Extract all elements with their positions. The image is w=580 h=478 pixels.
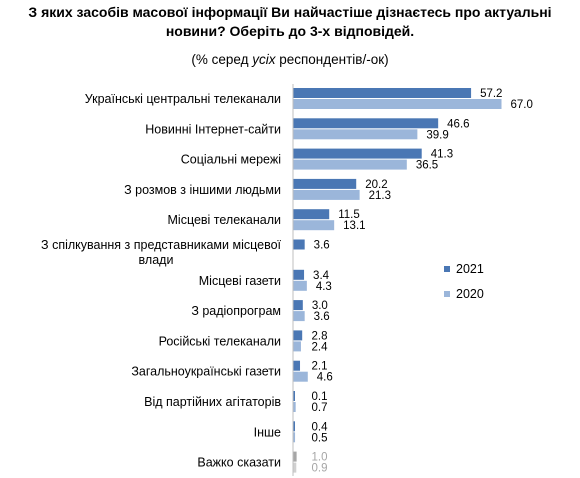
data-label-2021: 1.0 <box>312 452 328 464</box>
subtitle-part: (% серед <box>191 52 252 67</box>
bar-2021 <box>293 178 357 189</box>
bar-2021 <box>293 360 301 371</box>
bar-2021 <box>293 421 295 432</box>
legend-swatch-2021 <box>444 266 450 272</box>
bar-2021 <box>293 300 303 311</box>
data-label-2021: 20.2 <box>365 179 387 191</box>
data-label-2020: 2.4 <box>312 341 329 353</box>
bar-2021 <box>293 88 472 98</box>
bar-2021 <box>293 148 422 159</box>
data-label-2021: 41.3 <box>431 149 453 161</box>
data-label-2021: 11.5 <box>338 209 360 221</box>
category-label: Від партійних агітаторів <box>144 395 281 409</box>
bar-2020 <box>293 402 296 412</box>
category-label: Українські центральні телеканали <box>85 92 281 106</box>
bar-2021 <box>293 118 439 129</box>
data-label-2020: 4.6 <box>317 372 333 384</box>
data-label-2021: 57.2 <box>480 88 502 100</box>
data-label-2020: 3.6 <box>314 311 330 323</box>
bar-2021 <box>293 269 305 280</box>
bar-2020 <box>293 159 407 170</box>
category-label: З спілкування з представниками місцевої <box>41 238 281 252</box>
bar-2021 <box>293 391 295 401</box>
category-label: З радіопрограм <box>191 304 281 318</box>
data-label-2021: 3.0 <box>312 300 328 312</box>
data-label-2020: 67.0 <box>511 99 533 111</box>
subtitle-part: респондентів/-ок) <box>275 52 388 67</box>
data-label-2020: 4.3 <box>316 281 332 293</box>
category-label: Новинні Інтернет-сайти <box>145 122 281 136</box>
bar-2020 <box>293 311 305 322</box>
legend-label-2020: 2020 <box>456 287 484 301</box>
category-label: влади <box>139 253 174 267</box>
data-label-2021: 3.6 <box>314 240 330 252</box>
bar-2020 <box>293 462 297 473</box>
bar-2020 <box>293 280 307 291</box>
bar-2021 <box>293 451 297 462</box>
data-label-2020: 21.3 <box>369 190 391 202</box>
bar-2020 <box>293 99 502 109</box>
data-label-2021: 2.1 <box>312 361 328 373</box>
bar-2020 <box>293 371 308 382</box>
legend: 2021 2020 <box>444 262 484 301</box>
chart-title-line: новини? Оберіть до 3-х відповідей. <box>166 23 414 39</box>
category-label: Соціальні мережі <box>181 153 281 167</box>
category-label: Інше <box>254 425 281 439</box>
category-label: Загальноукраїнські газети <box>131 365 281 379</box>
data-label-2021: 2.8 <box>312 330 328 342</box>
data-label-2020: 0.9 <box>312 463 328 475</box>
bar-2021 <box>293 330 303 341</box>
chart-title: З яких засобів масової інформації Ви най… <box>28 4 551 39</box>
legend-swatch-2020 <box>444 291 450 297</box>
data-label-2021: 3.4 <box>313 270 330 282</box>
bar-2020 <box>293 189 360 200</box>
bar-2020 <box>293 432 296 443</box>
data-label-2020: 0.5 <box>312 432 328 444</box>
category-label: З розмов з іншими людьми <box>124 183 281 197</box>
subtitle-part: усіх <box>251 52 276 67</box>
data-label-2020: 0.7 <box>312 402 328 414</box>
data-label-2021: 46.6 <box>447 118 469 130</box>
data-label-2021: 0.1 <box>312 391 328 403</box>
data-label-2020: 39.9 <box>426 129 448 141</box>
chart-subtitle: (% серед усіх респондентів/-ок) <box>191 52 388 67</box>
bar-2021 <box>293 209 330 220</box>
data-label-2020: 36.5 <box>416 160 438 172</box>
category-label: Місцеві телеканали <box>168 213 282 227</box>
bar-2020 <box>293 220 335 231</box>
chart-title-line: З яких засобів масової інформації Ви най… <box>28 4 551 20</box>
bar-2020 <box>293 129 418 140</box>
legend-label-2021: 2021 <box>456 262 484 276</box>
data-label-2020: 13.1 <box>343 220 365 232</box>
category-label: Російські телеканали <box>159 334 281 348</box>
bars-group: Українські центральні телеканали 57.2 67.0… <box>41 88 533 475</box>
category-label: Місцеві газети <box>199 274 281 288</box>
category-label: Важко сказати <box>197 456 281 470</box>
bar-2021 <box>293 239 305 250</box>
data-label-2021: 0.4 <box>312 421 329 433</box>
bar-2020 <box>293 341 301 352</box>
